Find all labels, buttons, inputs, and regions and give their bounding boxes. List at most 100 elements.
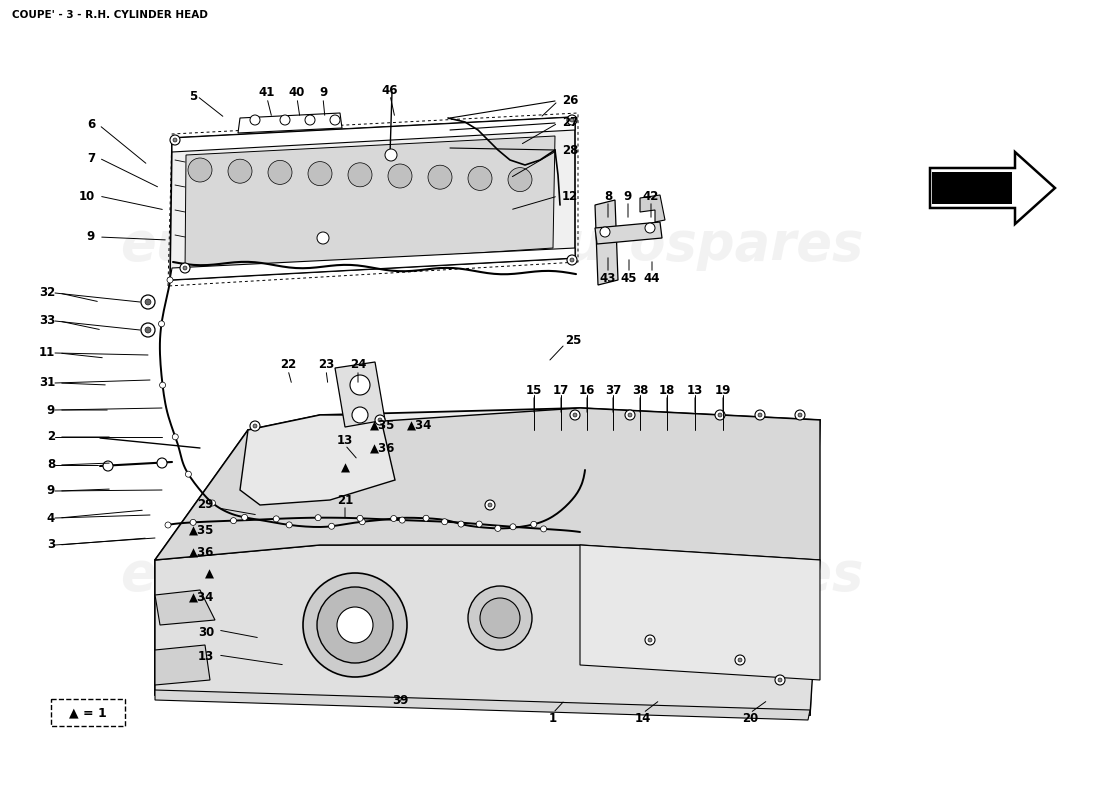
Circle shape	[755, 410, 764, 420]
Circle shape	[190, 519, 196, 526]
Text: 25: 25	[565, 334, 582, 346]
Circle shape	[145, 327, 151, 333]
Circle shape	[645, 635, 654, 645]
Circle shape	[250, 421, 260, 431]
Polygon shape	[172, 117, 575, 152]
Text: 9: 9	[46, 403, 55, 417]
Text: 40: 40	[289, 86, 305, 99]
Circle shape	[798, 413, 802, 417]
Circle shape	[628, 413, 632, 417]
Circle shape	[268, 160, 292, 184]
Text: 39: 39	[392, 694, 408, 706]
Circle shape	[170, 135, 180, 145]
Text: 42: 42	[642, 190, 659, 202]
Text: 26: 26	[562, 94, 579, 107]
Text: 33: 33	[39, 314, 55, 327]
Text: 37: 37	[605, 383, 621, 397]
Circle shape	[250, 115, 260, 125]
Circle shape	[441, 518, 448, 525]
Text: 10: 10	[79, 190, 95, 202]
FancyBboxPatch shape	[51, 699, 125, 726]
Circle shape	[648, 638, 652, 642]
Circle shape	[390, 515, 397, 522]
Circle shape	[468, 166, 492, 190]
Polygon shape	[155, 545, 820, 715]
Text: 31: 31	[39, 377, 55, 390]
Text: ▲ = 1: ▲ = 1	[69, 706, 107, 719]
Circle shape	[141, 323, 155, 337]
Text: 29: 29	[198, 498, 214, 511]
Text: 9: 9	[87, 230, 95, 243]
Circle shape	[495, 526, 500, 531]
Text: 13: 13	[686, 383, 703, 397]
Text: 15: 15	[526, 383, 542, 397]
Text: 1: 1	[549, 711, 557, 725]
Circle shape	[286, 522, 293, 528]
Circle shape	[480, 598, 520, 638]
Circle shape	[573, 413, 578, 417]
Text: 21: 21	[337, 494, 353, 506]
Text: 8: 8	[604, 190, 612, 202]
Circle shape	[209, 500, 216, 506]
Text: COUPE' - 3 - R.H. CYLINDER HEAD: COUPE' - 3 - R.H. CYLINDER HEAD	[12, 10, 208, 20]
Polygon shape	[170, 117, 575, 280]
Circle shape	[625, 410, 635, 420]
Circle shape	[103, 461, 113, 471]
Text: 2: 2	[47, 430, 55, 443]
Text: 30: 30	[198, 626, 214, 638]
Circle shape	[485, 500, 495, 510]
Text: 19: 19	[715, 383, 732, 397]
Circle shape	[476, 521, 482, 527]
Text: 18: 18	[659, 383, 675, 397]
Text: 13: 13	[198, 650, 214, 663]
Text: 28: 28	[562, 143, 579, 157]
Text: 23: 23	[318, 358, 334, 371]
Text: 41: 41	[258, 86, 275, 99]
Circle shape	[317, 587, 393, 663]
Circle shape	[315, 514, 321, 521]
Circle shape	[738, 658, 742, 662]
Circle shape	[776, 675, 785, 685]
Text: ▲34: ▲34	[407, 418, 432, 431]
Circle shape	[758, 413, 762, 417]
Text: 4: 4	[46, 511, 55, 525]
Circle shape	[570, 410, 580, 420]
Text: 20: 20	[741, 711, 758, 725]
Circle shape	[531, 522, 537, 527]
Text: 24: 24	[350, 358, 366, 371]
Polygon shape	[932, 172, 1012, 204]
Circle shape	[273, 516, 279, 522]
Circle shape	[378, 418, 382, 422]
Circle shape	[348, 162, 372, 186]
Text: 6: 6	[87, 118, 95, 131]
Polygon shape	[185, 136, 556, 272]
Circle shape	[337, 607, 373, 643]
Polygon shape	[240, 415, 395, 505]
Text: 45: 45	[620, 271, 637, 285]
Circle shape	[242, 514, 248, 520]
Circle shape	[715, 410, 725, 420]
Text: 17: 17	[553, 383, 569, 397]
Circle shape	[795, 410, 805, 420]
Circle shape	[540, 526, 547, 532]
Text: eurospares: eurospares	[120, 549, 453, 601]
Circle shape	[145, 299, 151, 305]
Text: ▲36: ▲36	[371, 442, 396, 454]
Circle shape	[305, 115, 315, 125]
Text: 43: 43	[600, 271, 616, 285]
Polygon shape	[336, 362, 385, 427]
Circle shape	[141, 295, 155, 309]
Circle shape	[488, 503, 492, 507]
Circle shape	[735, 655, 745, 665]
Text: 16: 16	[579, 383, 595, 397]
Circle shape	[570, 258, 574, 262]
Circle shape	[228, 159, 252, 183]
Polygon shape	[155, 408, 820, 715]
Circle shape	[778, 678, 782, 682]
Circle shape	[468, 586, 532, 650]
Circle shape	[165, 522, 170, 528]
Text: 7: 7	[87, 151, 95, 165]
Text: 46: 46	[382, 83, 398, 97]
Text: 9: 9	[46, 485, 55, 498]
Text: ▲: ▲	[341, 462, 350, 474]
